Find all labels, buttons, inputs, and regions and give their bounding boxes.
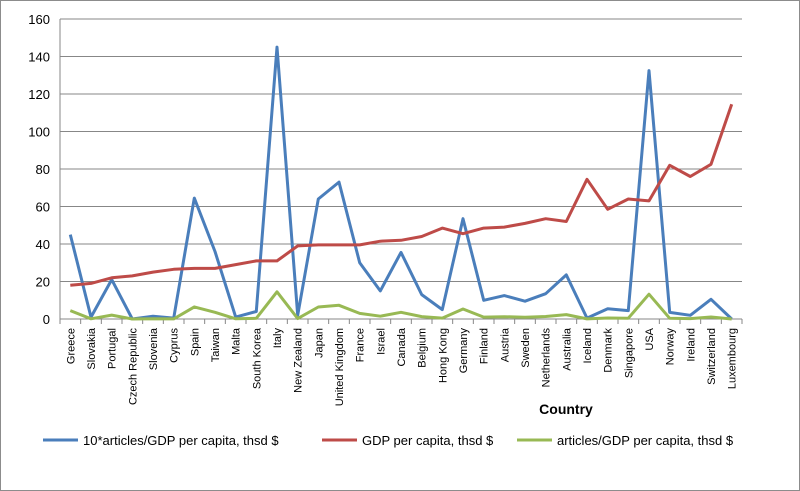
x-tick-label: United Kingdom (334, 328, 346, 406)
y-tick-label: 140 (28, 50, 50, 65)
x-tick-label: Norway (665, 328, 677, 366)
x-axis-label: Country (539, 401, 593, 417)
x-tick-label: Slovenia (148, 327, 160, 370)
y-tick-label: 80 (36, 162, 50, 177)
x-tick-label: France (355, 328, 367, 362)
y-tick-label: 40 (36, 237, 50, 252)
x-tick-label: Ireland (685, 328, 697, 362)
x-tick-label: South Korea (251, 327, 263, 389)
x-tick-label: Slovakia (86, 327, 98, 369)
x-tick-label: Singapore (623, 328, 635, 378)
legend-label-1: 10*articles/GDP per capita, thsd $ (83, 433, 279, 448)
x-tick-label: Belgium (417, 328, 429, 368)
x-tick-label: New Zealand (293, 328, 305, 393)
x-tick-label: Sweden (520, 328, 532, 368)
x-tick-label: Austria (499, 327, 511, 362)
x-tick-label: Israel (375, 328, 387, 355)
legend: 10*articles/GDP per capita, thsd $ GDP pe… (43, 433, 734, 448)
x-tick-label: Spain (189, 328, 201, 356)
x-tick-label: Malta (231, 327, 243, 355)
x-tick-label: Italy (272, 328, 284, 349)
x-tick-label: Greece (65, 328, 77, 364)
y-tick-label: 120 (28, 87, 50, 102)
series-line-1 (68, 45, 733, 321)
grid-lines (60, 18, 742, 282)
legend-label-2: GDP per capita, thsd $ (362, 433, 494, 448)
x-tick-label: Hong Kong (437, 328, 449, 383)
x-tick-label: Canada (396, 327, 408, 366)
x-tick-label: Australia (561, 327, 573, 371)
x-tick-label: Luxembourg (727, 328, 739, 389)
series-lines (68, 45, 734, 321)
y-tick-label: 0 (43, 312, 50, 327)
x-tick-label: Iceland (582, 328, 594, 363)
x-tick-label: Czech Republic (127, 328, 139, 406)
x-tick-label: Switzerland (706, 328, 718, 385)
y-tick-label: 20 (36, 275, 50, 290)
y-tick-label: 100 (28, 125, 50, 140)
y-tick-label: 60 (36, 200, 50, 215)
x-tick-label: Denmark (603, 328, 615, 373)
x-tick-label: Finland (479, 328, 491, 364)
x-axis: Greece Slovakia Portugal Czech Republic Slov… (59, 318, 743, 406)
y-axis: 0 20 40 60 80 100 120 140 160 (28, 12, 61, 327)
x-tick-label: Cyprus (169, 328, 181, 363)
series-line-2 (70, 103, 734, 287)
x-tick-label: Portugal (107, 328, 119, 369)
x-tick-label: Netherlands (541, 328, 553, 388)
x-tick-label: Taiwan (210, 328, 222, 362)
x-tick-label: Japan (313, 328, 325, 358)
x-tick-label: USA (644, 327, 656, 350)
legend-label-3: articles/GDP per capita, thsd $ (557, 433, 734, 448)
x-tick-label: Germany (458, 328, 470, 374)
y-tick-label: 160 (28, 12, 50, 27)
series-line-3 (69, 290, 732, 321)
